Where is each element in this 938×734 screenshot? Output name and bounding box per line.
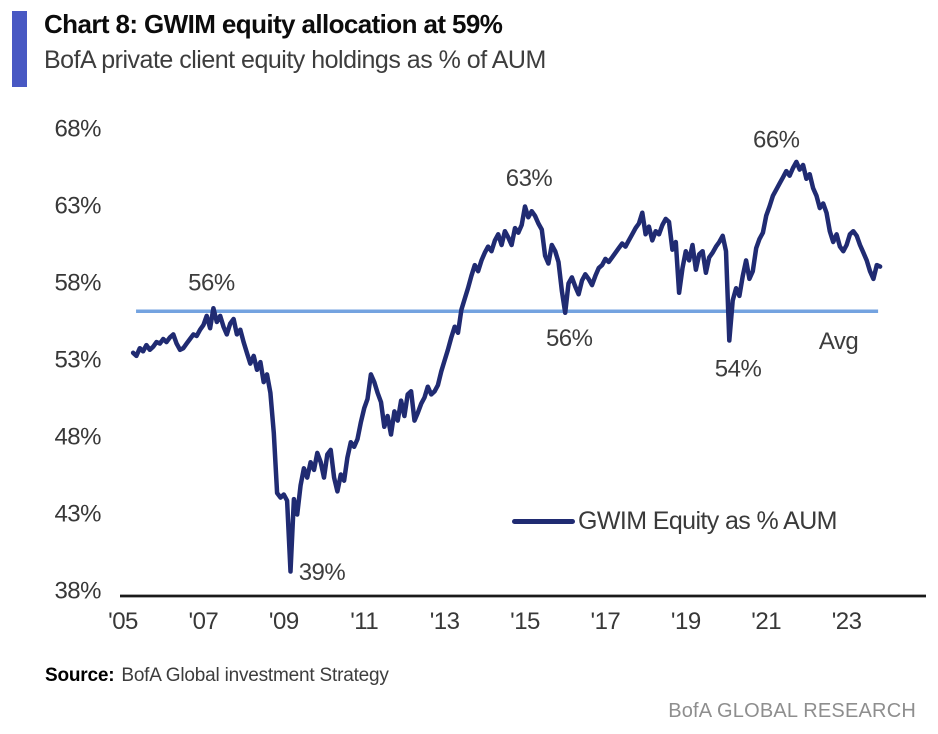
legend-label: GWIM Equity as % AUM [578,507,837,535]
series-line [130,159,883,574]
y-tick-label: 68% [54,116,101,143]
annotation-label: 54% [715,356,762,383]
y-tick-label: 63% [54,193,101,220]
x-tick-label: '15 [510,608,540,635]
annotation-label: Avg [819,328,858,355]
x-tick-label: '13 [430,608,460,635]
x-tick-label: '19 [671,608,701,635]
annotation-label: 63% [506,165,553,192]
x-tick-label: '17 [591,608,621,635]
y-tick-label: 53% [54,347,101,374]
chart-title: Chart 8: GWIM equity allocation at 59% [44,9,503,39]
annotation-label: 56% [188,270,235,297]
legend-line-swatch [512,519,575,524]
x-tick-label: '07 [189,608,219,635]
annotation-label: 66% [753,126,800,153]
annotation-label: 56% [546,325,593,352]
y-tick-label: 58% [54,270,101,297]
y-tick-label: 38% [54,578,101,605]
chart-legend: GWIM Equity as % AUM [512,507,837,536]
x-tick-label: '11 [350,608,378,635]
source-label: Source: [45,665,115,686]
x-tick-label: '23 [832,608,862,635]
annotation-label: 39% [299,559,346,586]
title-accent-bar [12,11,27,87]
x-tick-label: '09 [269,608,299,635]
x-tick-label: '21 [751,608,781,635]
brand-text: BofA GLOBAL RESEARCH [668,700,916,722]
source-line: Source: BofA Global investment Strategy [45,665,389,687]
x-tick-label: '05 [108,608,138,635]
source-text: BofA Global investment Strategy [121,665,389,686]
y-tick-label: 43% [54,501,101,528]
y-tick-label: 48% [54,424,101,451]
chart-subtitle: BofA private client equity holdings as %… [44,46,546,74]
